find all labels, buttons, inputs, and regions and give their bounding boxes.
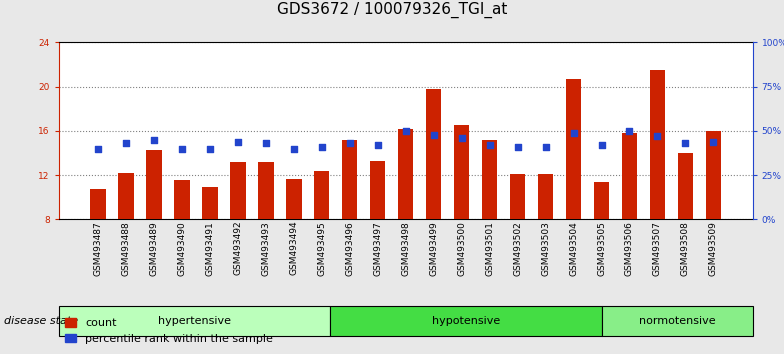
Bar [538, 174, 554, 219]
Bar [286, 178, 302, 219]
Point [315, 144, 328, 150]
Bar [342, 140, 358, 219]
Point [204, 146, 216, 152]
Bar [677, 153, 693, 219]
Point [427, 132, 440, 137]
Point [539, 144, 552, 150]
Bar [454, 125, 470, 219]
Bar [510, 174, 525, 219]
Text: disease state: disease state [4, 316, 78, 326]
Point [568, 130, 580, 136]
Text: hypertensive: hypertensive [158, 316, 231, 326]
Bar [593, 182, 609, 219]
Bar [118, 173, 134, 219]
Bar [90, 188, 106, 219]
Bar [174, 180, 190, 219]
Point [707, 139, 720, 144]
Text: normotensive: normotensive [639, 316, 716, 326]
Point [456, 135, 468, 141]
Bar [230, 162, 245, 219]
Legend: count, percentile rank within the sample: count, percentile rank within the sample [60, 314, 278, 348]
Bar [202, 187, 218, 219]
Text: GDS3672 / 100079326_TGI_at: GDS3672 / 100079326_TGI_at [277, 2, 507, 18]
Bar [426, 89, 441, 219]
Bar [622, 133, 637, 219]
Bar [370, 161, 386, 219]
Point [343, 141, 356, 146]
Point [399, 128, 412, 134]
Point [92, 146, 104, 152]
Bar [147, 150, 162, 219]
Point [176, 146, 188, 152]
Point [484, 142, 496, 148]
Point [120, 141, 132, 146]
Point [288, 146, 300, 152]
Text: hypotensive: hypotensive [432, 316, 500, 326]
Bar [314, 171, 329, 219]
Point [595, 142, 608, 148]
Point [652, 133, 664, 139]
Point [372, 142, 384, 148]
Point [679, 141, 691, 146]
Bar [482, 140, 497, 219]
Bar [398, 129, 413, 219]
Point [511, 144, 524, 150]
Point [260, 141, 272, 146]
Bar [566, 79, 581, 219]
Point [623, 128, 636, 134]
Bar [706, 131, 721, 219]
Bar [650, 70, 665, 219]
Bar [258, 162, 274, 219]
Point [147, 137, 160, 143]
Point [231, 139, 244, 144]
